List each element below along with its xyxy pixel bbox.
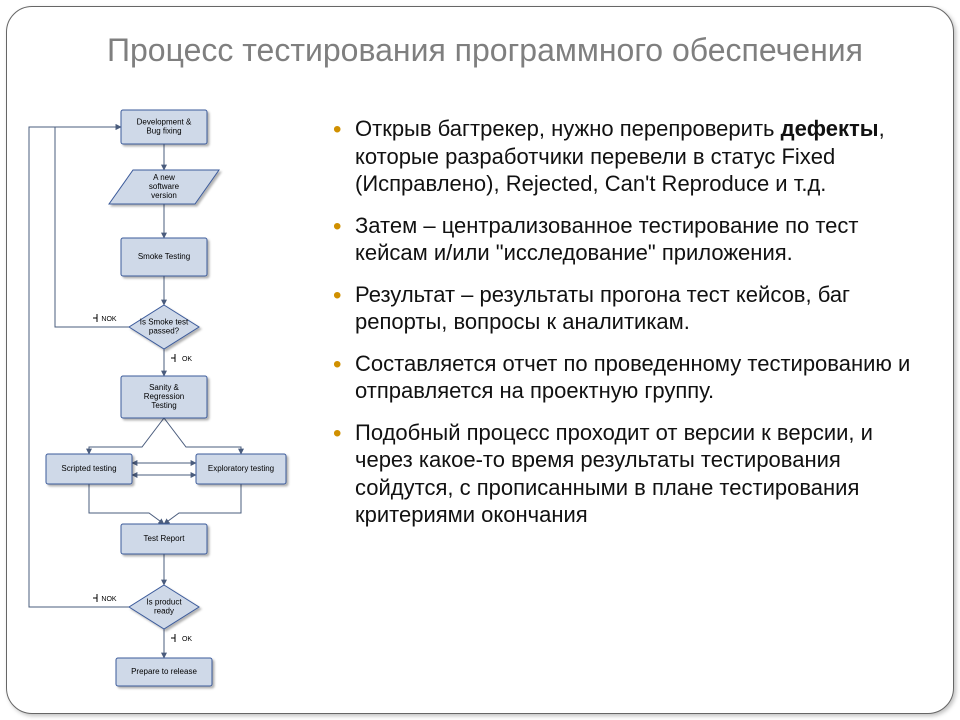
bullet-item: Открыв багтрекер, нужно перепроверить де… [327, 115, 929, 198]
flow-edge [55, 127, 129, 327]
flow-edge [164, 484, 241, 524]
flow-edge-label: OK [182, 356, 192, 363]
slide-container: Процесс тестирования программного обеспе… [0, 0, 960, 720]
flow-node-label: Test Report [144, 534, 186, 543]
flow-edge [164, 418, 241, 454]
slide-title: Процесс тестирования программного обеспе… [107, 31, 913, 69]
bullet-item: Подобный процесс проходит от версии к ве… [327, 419, 929, 529]
slide-card: Процесс тестирования программного обеспе… [6, 6, 954, 714]
flow-edge-label: NOK [101, 596, 117, 603]
flow-node-label: Prepare to release [131, 667, 197, 676]
bullet-list: Открыв багтрекер, нужно перепроверить де… [327, 115, 929, 543]
flow-edge-label: NOK [101, 316, 117, 323]
flow-node-label: Smoke Testing [138, 252, 190, 261]
flow-edge-label: OK [182, 636, 192, 643]
bullet-item: Результат – результаты прогона тест кейс… [327, 281, 929, 336]
flow-edge [89, 418, 164, 454]
flow-edge [89, 484, 164, 524]
bullet-item: Затем – централизованное тестирование по… [327, 212, 929, 267]
flowchart: OKOKNOKNOKDevelopment &Bug fixingA newso… [19, 107, 329, 707]
flow-node-label: Scripted testing [61, 464, 116, 473]
bullet-item: Составляется отчет по проведенному тести… [327, 350, 929, 405]
flow-node-label: Exploratory testing [208, 464, 274, 473]
